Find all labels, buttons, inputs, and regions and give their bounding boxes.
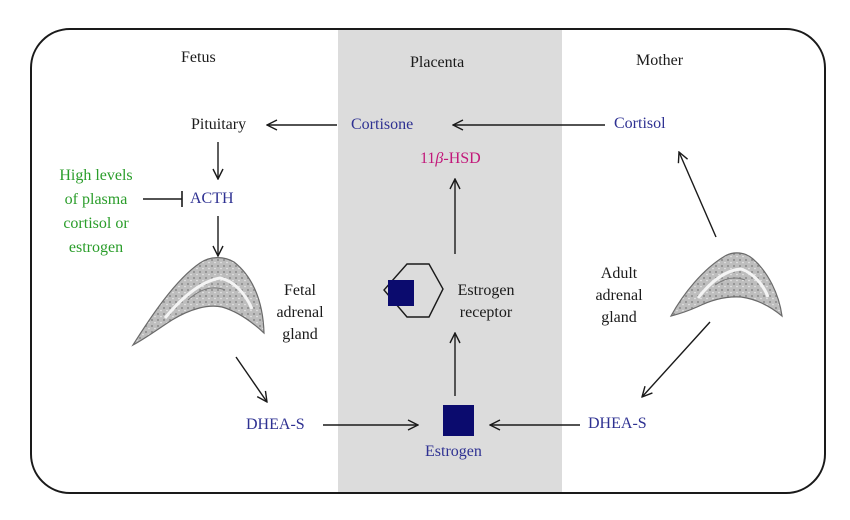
hsd-prefix: 11 <box>420 150 436 167</box>
enzyme-11b-hsd-label: 11β-HSD <box>420 149 481 169</box>
estrogen-square-icon <box>443 405 474 436</box>
arrow-fetal-gland-to-dhea <box>235 356 267 402</box>
adult-gland-line-1: Adult <box>600 265 638 282</box>
pituitary-label: Pituitary <box>191 116 247 133</box>
high-levels-line-1: High levels <box>59 167 133 184</box>
estrogen-receptor-hexagon-icon <box>383 263 444 318</box>
fetal-gland-line-3: gland <box>282 326 318 343</box>
column-header-mother: Mother <box>636 52 684 69</box>
adult-adrenal-gland-icon <box>669 252 783 318</box>
fetal-dhea-s-label: DHEA-S <box>246 416 305 433</box>
adult-gland-line-3: gland <box>601 309 637 326</box>
fetal-adrenal-gland-label: Fetal adrenal gland <box>266 280 334 346</box>
fetal-gland-line-2: adrenal <box>276 304 324 321</box>
high-levels-line-2: of plasma <box>64 191 128 208</box>
adult-gland-line-2: adrenal <box>595 287 643 304</box>
cortisone-label: Cortisone <box>351 116 414 133</box>
column-header-placenta: Placenta <box>410 54 465 71</box>
arrow-adult-gland-to-cortisol <box>679 152 717 238</box>
arrow-adult-gland-to-dhea <box>642 321 711 397</box>
receptor-line-2: receptor <box>459 304 513 321</box>
high-levels-line-4: estrogen <box>68 239 124 256</box>
estrogen-receptor-label: Estrogen receptor <box>449 280 523 324</box>
hsd-suffix: -HSD <box>443 150 481 167</box>
receptor-line-1: Estrogen <box>457 282 515 299</box>
hsd-beta: β <box>435 150 444 167</box>
fetal-adrenal-gland-icon <box>131 257 265 347</box>
estrogen-label: Estrogen <box>425 443 482 460</box>
diagram-frame <box>30 28 826 494</box>
high-levels-line-3: cortisol or <box>63 215 129 232</box>
acth-label: ACTH <box>190 190 234 207</box>
high-levels-label: High levels of plasma cortisol or estrog… <box>48 164 144 260</box>
column-header-fetus: Fetus <box>181 49 216 66</box>
maternal-dhea-s-label: DHEA-S <box>588 415 647 432</box>
cortisol-label: Cortisol <box>614 115 666 132</box>
fetal-gland-line-1: Fetal <box>284 282 316 299</box>
adult-adrenal-gland-label: Adult adrenal gland <box>585 263 653 329</box>
